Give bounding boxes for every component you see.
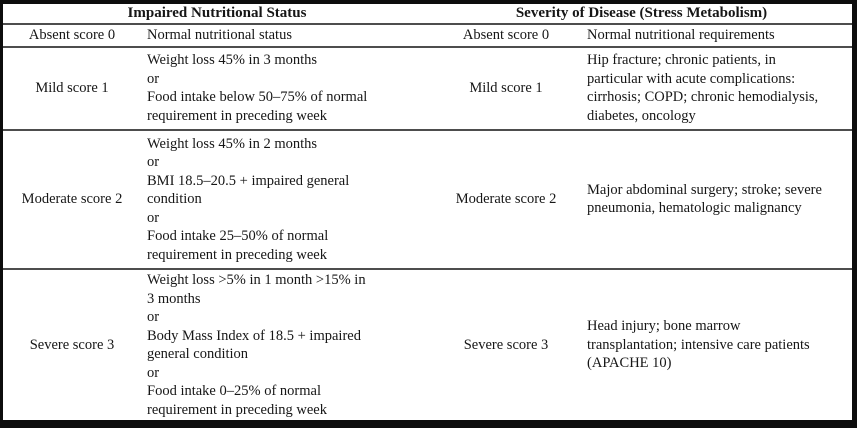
disease-criteria-cell: Normal nutritional requirements [587,26,775,43]
nutrition-score-cell: Mild score 1 [35,79,109,96]
nutrition-criteria-cell: Normal nutritional status [147,26,292,43]
nutrition-score-cell: Severe score 3 [29,336,115,353]
column-header-impaired-nutritional-status: Impaired Nutritional Status [3,4,432,25]
nrs-score-table: Impaired Nutritional Status Severity of … [3,4,852,420]
disease-criteria-cell: Head injury; bone marrow transplantation… [587,318,810,372]
disease-criteria-cell: Major abdominal surgery; stroke; severe … [587,181,822,217]
disease-score-cell: Absent score 0 [462,26,550,43]
disease-criteria-cell: Hip fracture; chronic patients, in parti… [587,52,819,124]
disease-score-cell: Severe score 3 [463,336,549,353]
column-header-severity-of-disease: Severity of Disease (Stress Metabolism) [431,4,852,25]
table-row-moderate: Moderate score 2 Weight loss 45% in 2 mo… [3,130,852,270]
table-header-row: Impaired Nutritional Status Severity of … [3,4,852,25]
nutrition-score-cell: Absent score 0 [28,26,116,43]
nutrition-score-cell: Moderate score 2 [21,191,123,208]
disease-score-cell: Mild score 1 [469,79,543,96]
table-row-absent: Absent score 0 Normal nutritional status… [3,24,852,47]
nutrition-criteria-cell: Weight loss 45% in 3 months or Food inta… [147,52,368,124]
disease-score-cell: Moderate score 2 [455,191,557,208]
nutrition-criteria-cell: Weight loss >5% in 1 month >15% in 3 mon… [147,272,366,418]
nutrition-criteria-cell: Weight loss 45% in 2 months or BMI 18.5–… [147,135,350,263]
table-row-severe: Severe score 3 Weight loss >5% in 1 mont… [3,269,852,420]
table-row-mild: Mild score 1 Weight loss 45% in 3 months… [3,47,852,130]
